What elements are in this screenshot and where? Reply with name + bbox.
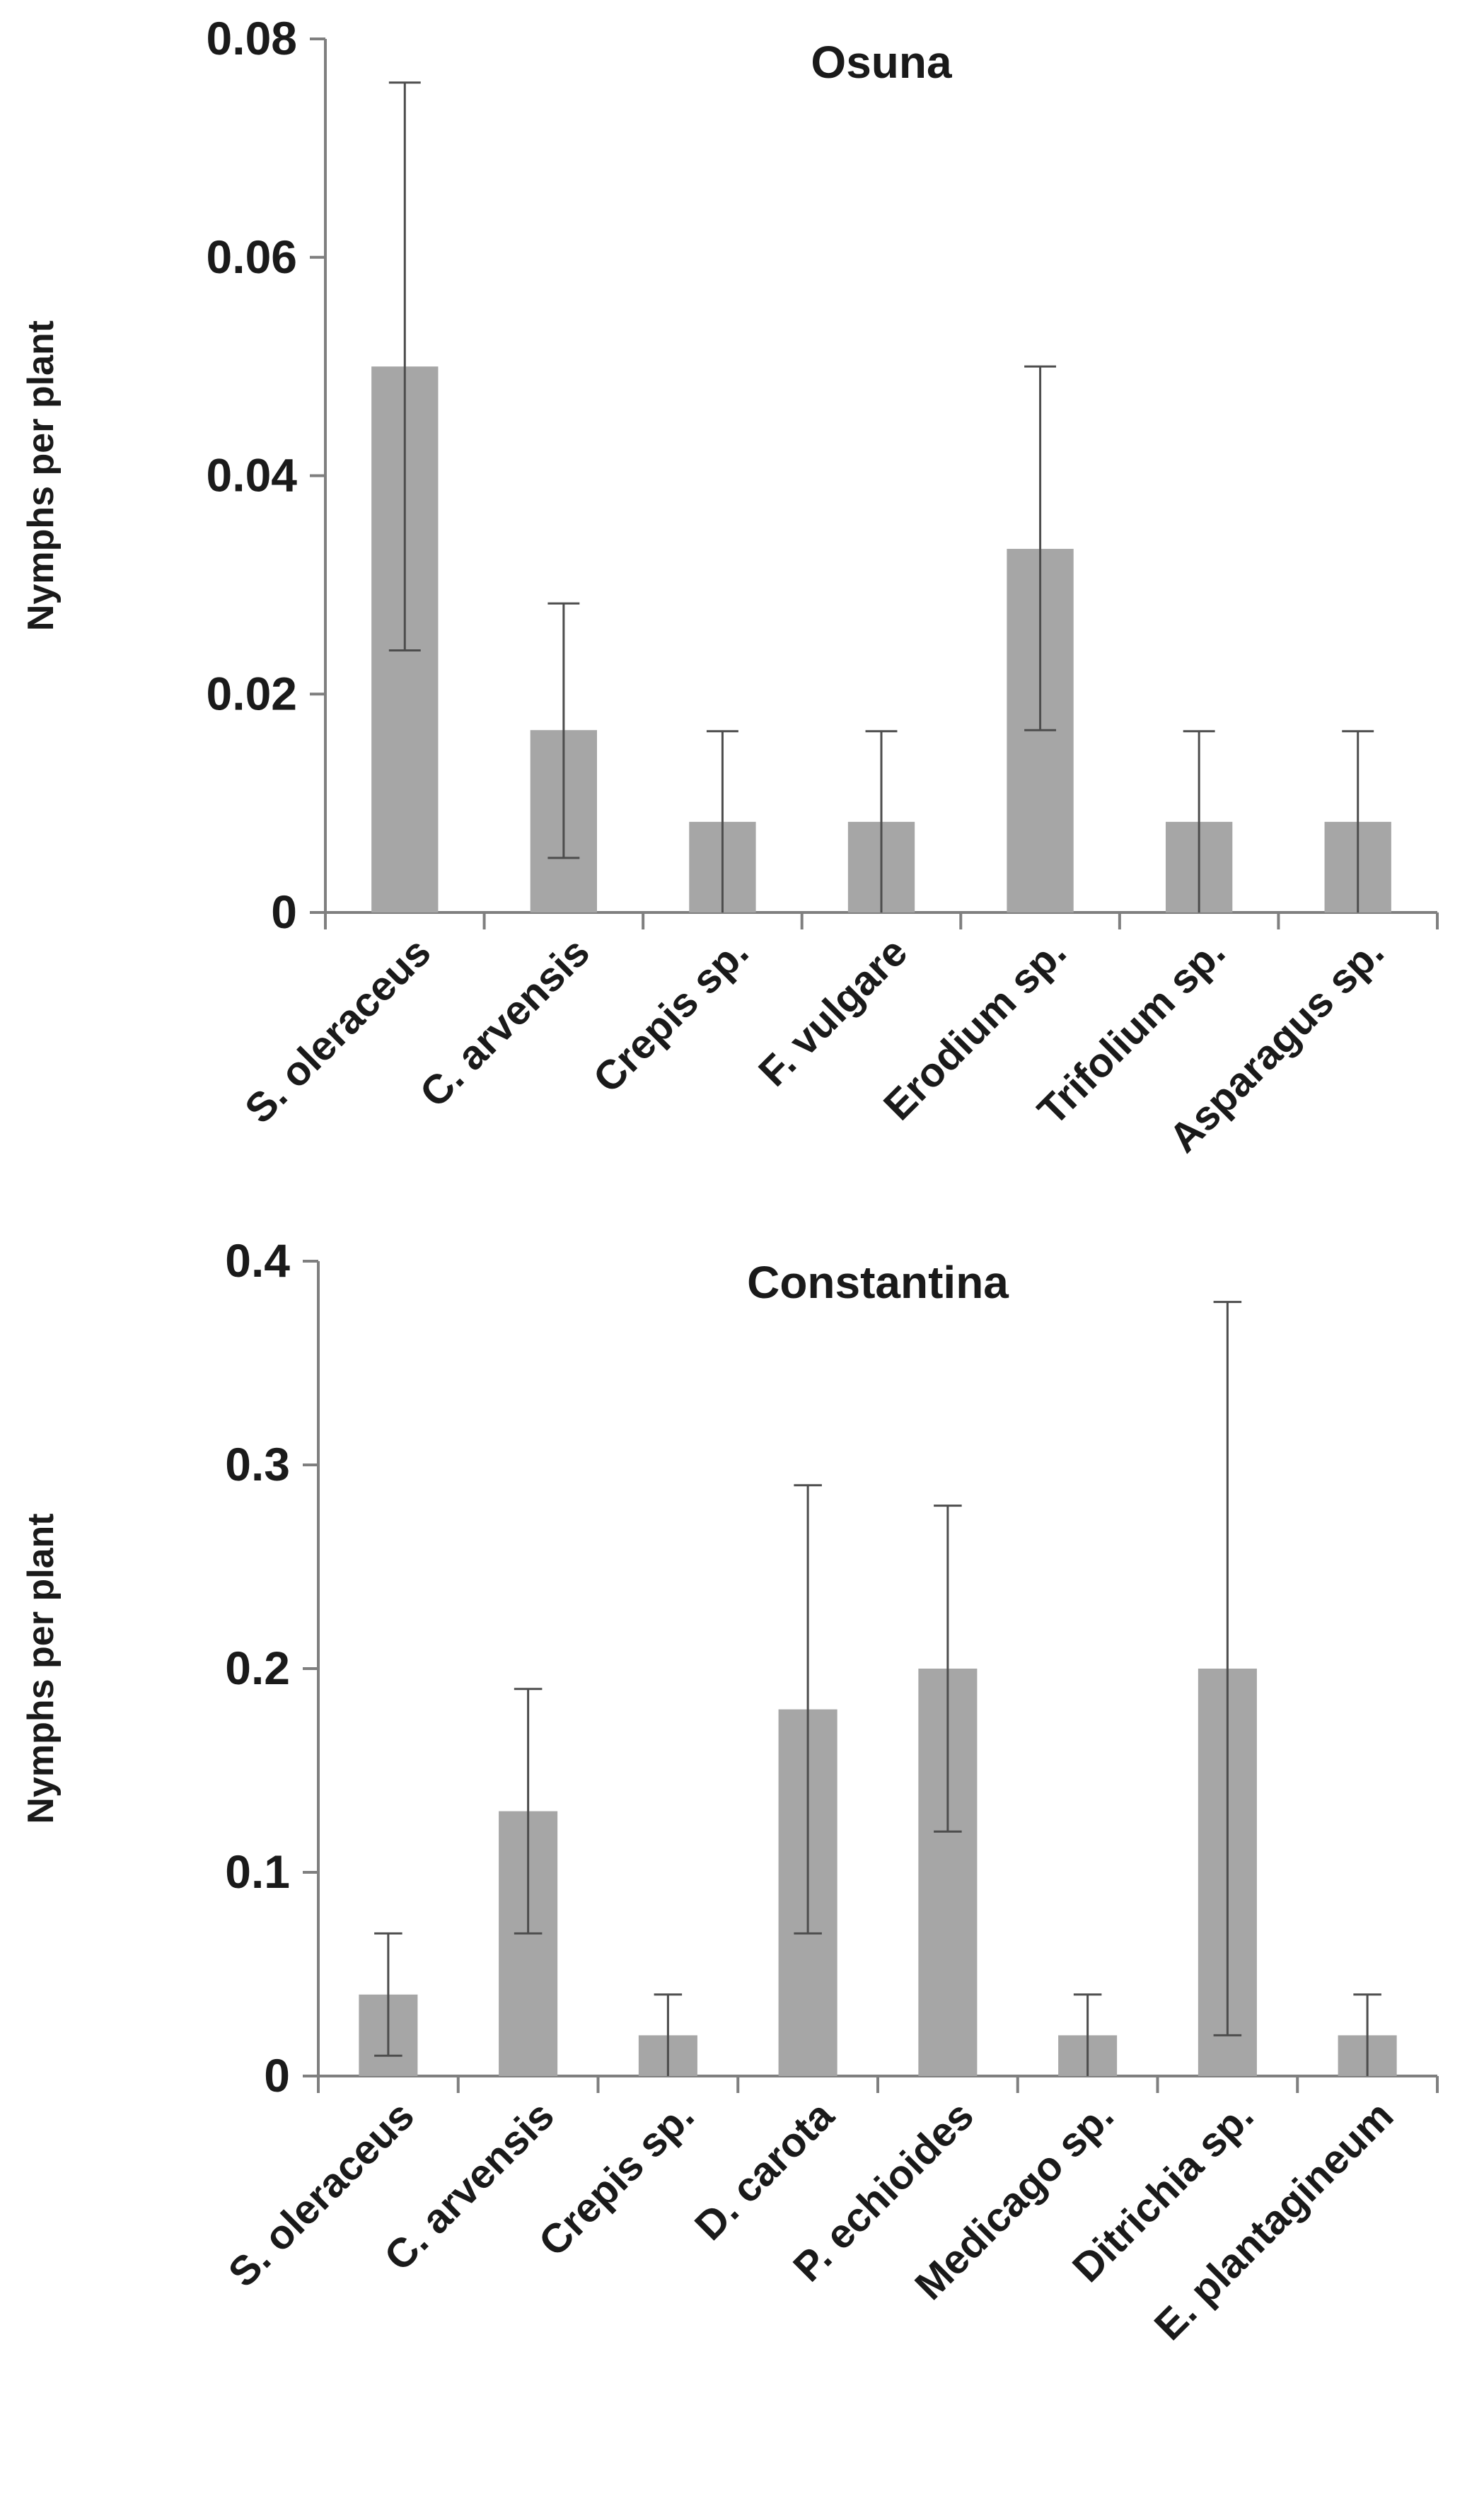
y-tick-label: 0.1 bbox=[225, 1845, 290, 1898]
x-tick-label: F. vulgare bbox=[750, 929, 916, 1095]
x-tick-label: S. oleraceus bbox=[236, 929, 440, 1132]
y-tick-label: 0.04 bbox=[207, 449, 298, 502]
y-axis-label: Nymphs per plant bbox=[21, 320, 62, 631]
x-tick-label: S. oleraceus bbox=[219, 2092, 423, 2296]
chart-title: Constantina bbox=[747, 1257, 1009, 1308]
x-tick-label: E. plantagineum bbox=[1146, 2092, 1403, 2349]
y-tick-label: 0.08 bbox=[207, 12, 297, 64]
y-tick-label: 0 bbox=[264, 2049, 290, 2102]
x-tick-label: C. arvensis bbox=[411, 929, 598, 1116]
chart-title: Osuna bbox=[811, 37, 952, 88]
y-tick-label: 0.06 bbox=[207, 231, 297, 283]
y-tick-label: 0.2 bbox=[225, 1642, 290, 1694]
y-tick-label: 0 bbox=[271, 886, 297, 938]
y-axis-label: Nymphs per plant bbox=[21, 1513, 62, 1824]
x-tick-label: Crepis sp. bbox=[584, 929, 757, 1101]
y-tick-label: 0.3 bbox=[225, 1438, 290, 1490]
y-tick-label: 0.4 bbox=[225, 1234, 290, 1287]
y-tick-label: 0.02 bbox=[207, 667, 297, 719]
